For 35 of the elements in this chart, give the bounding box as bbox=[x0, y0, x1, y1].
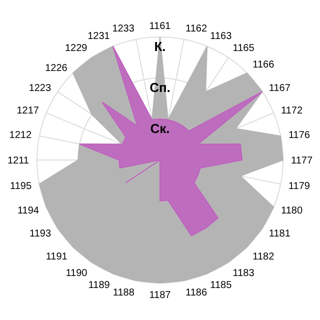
spoke-label: 1167 bbox=[268, 82, 291, 94]
spoke-label: 1231 bbox=[88, 30, 110, 42]
spoke-label: 1226 bbox=[45, 62, 68, 74]
spoke-label: 1185 bbox=[210, 280, 232, 292]
spoke-label: 1162 bbox=[186, 24, 208, 35]
spoke-label: 1217 bbox=[16, 105, 40, 116]
y-tick-label: К. bbox=[154, 39, 166, 54]
spoke-label: 1165 bbox=[232, 43, 255, 54]
spoke-label: 1233 bbox=[112, 24, 135, 35]
spoke-label: 1223 bbox=[28, 82, 52, 94]
spoke-label: 1211 bbox=[7, 156, 30, 167]
spoke-label: 1188 bbox=[112, 288, 135, 299]
spoke-label: 1187 bbox=[149, 290, 172, 302]
spoke-label: 1186 bbox=[186, 288, 208, 299]
spoke-label: 1195 bbox=[10, 181, 32, 192]
spoke-label: 1180 bbox=[281, 206, 303, 217]
spoke-label: 1176 bbox=[288, 130, 310, 141]
spoke-label: 1193 bbox=[30, 228, 52, 240]
y-tick-label: Сп. bbox=[150, 80, 170, 95]
spoke-label: 1179 bbox=[288, 181, 310, 192]
spoke-label: 1172 bbox=[281, 105, 303, 116]
spoke-label: 1212 bbox=[9, 130, 32, 141]
spoke-label: 1166 bbox=[252, 59, 275, 70]
spoke-label: 1191 bbox=[46, 252, 68, 263]
spoke-label: 1181 bbox=[268, 228, 291, 240]
spoke-label: 1161 bbox=[149, 21, 172, 32]
spoke-label: 1229 bbox=[64, 43, 88, 54]
y-tick-label: Ск. bbox=[150, 121, 170, 136]
spoke-label: 1189 bbox=[88, 280, 110, 292]
spoke-label: 1183 bbox=[232, 268, 255, 280]
spoke-label: 1190 bbox=[66, 268, 88, 280]
spoke-label: 1163 bbox=[210, 30, 232, 42]
spoke-label: 1177 bbox=[291, 156, 313, 167]
spoke-label: 1182 bbox=[252, 252, 275, 263]
spoke-label: 1194 bbox=[17, 206, 40, 217]
